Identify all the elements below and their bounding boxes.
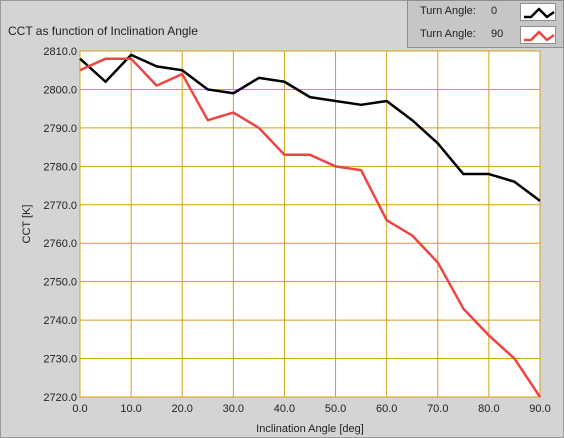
y-tick-label: 2780.0 (43, 161, 77, 173)
x-tick-label: 80.0 (478, 403, 499, 415)
series-line-1 (79, 57, 542, 398)
plot-background (79, 50, 541, 398)
series-line-0 (79, 53, 541, 202)
y-tick-label: 2800.0 (43, 84, 77, 96)
y-tick-label: 2770.0 (43, 200, 77, 212)
grid (79, 50, 541, 398)
y-tick-label: 2760.0 (43, 238, 77, 250)
series-layer (79, 53, 542, 398)
legend-swatch-icon (520, 3, 556, 21)
y-tick-label: 2720.0 (43, 392, 77, 404)
x-tick-label: 20.0 (172, 403, 193, 415)
legend-swatch-icon (520, 26, 556, 44)
y-tick-label: 2730.0 (43, 354, 77, 366)
x-tick-label: 40.0 (274, 403, 295, 415)
x-tick-label: 0.0 (72, 403, 87, 415)
x-tick-label: 70.0 (427, 403, 448, 415)
legend-item-series-1[interactable]: Turn Angle: 90 (408, 24, 563, 46)
chart-title: CCT as function of Inclination Angle (8, 24, 198, 38)
legend-value: 0 (491, 5, 498, 17)
legend-value: 90 (491, 28, 504, 40)
legend: Turn Angle: 0 Turn Angle: 90 (407, 0, 564, 48)
y-tick-label: 2750.0 (43, 277, 77, 289)
x-axis-ticks: 0.0 10.0 20.0 30.0 40.0 50.0 60.0 70.0 80.0 90.0 (72, 403, 550, 415)
legend-item-series-0[interactable]: Turn Angle: 0 (408, 1, 563, 23)
y-tick-label: 2790.0 (43, 123, 77, 135)
x-tick-label: 30.0 (223, 403, 244, 415)
y-axis-label: CCT [K] (21, 205, 33, 244)
y-tick-label: 2810.0 (43, 46, 77, 58)
x-axis-label: Inclination Angle [deg] (256, 423, 364, 435)
x-tick-label: 60.0 (376, 403, 397, 415)
legend-label: Turn Angle: (420, 5, 476, 17)
legend-label: Turn Angle: (420, 28, 476, 40)
x-tick-label: 50.0 (325, 403, 346, 415)
y-tick-label: 2740.0 (43, 315, 77, 327)
x-tick-label: 10.0 (120, 403, 141, 415)
x-tick-label: 90.0 (529, 403, 550, 415)
y-axis-ticks: 2720.0 2730.0 2740.0 2750.0 2760.0 2770.0 2780… (43, 46, 77, 404)
